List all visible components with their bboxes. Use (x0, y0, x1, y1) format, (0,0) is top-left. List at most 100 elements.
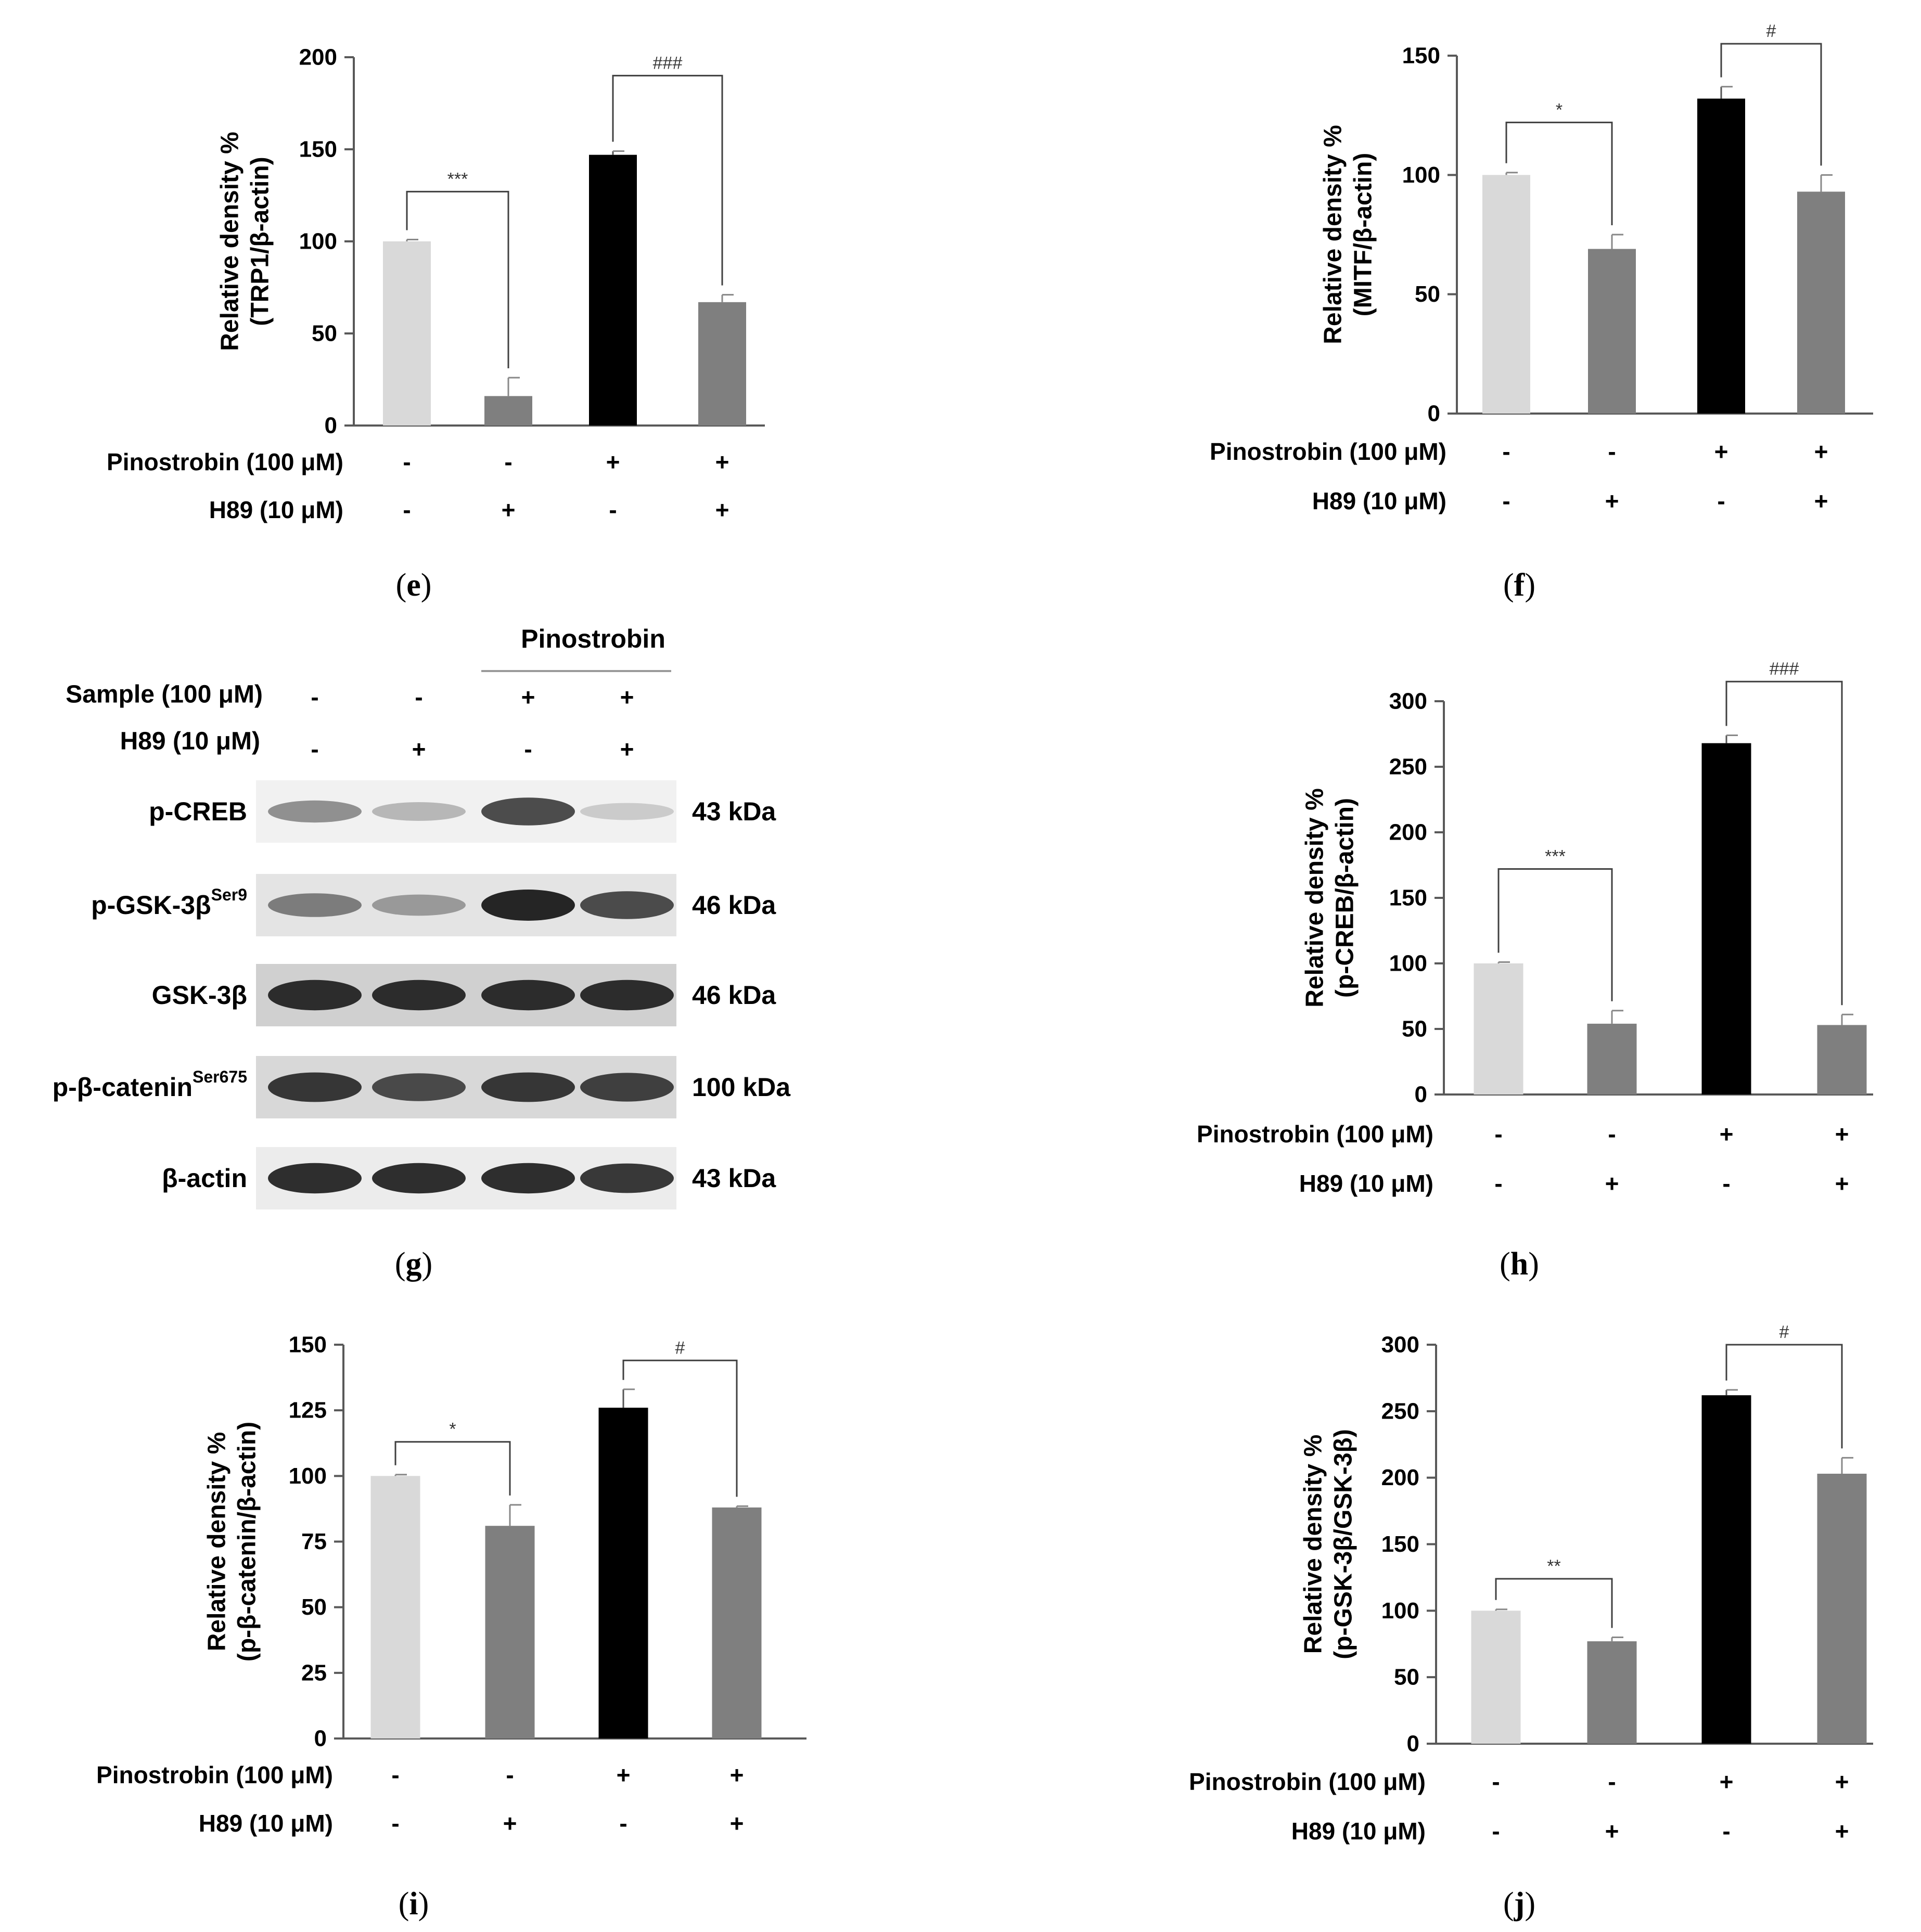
blot-band-lane-2 (372, 1073, 466, 1101)
significance-label-2: ### (653, 53, 683, 73)
significance-bracket-2 (1725, 680, 1843, 1006)
bar-2 (484, 396, 532, 426)
treatment-sign-h89-2: + (503, 1810, 517, 1837)
y-axis-title-line1: Relative density % (203, 1432, 231, 1652)
blot-row-label: β-actin (162, 1164, 247, 1193)
y-tick-label: 0 (325, 413, 337, 439)
blot-band-lane-3 (481, 980, 575, 1011)
blot-molecular-weight: 43 kDa (692, 797, 776, 826)
y-axis-title-line2: (TRP1/β-actin) (247, 157, 274, 326)
panel-caption-j: (j) (1503, 1886, 1535, 1922)
bar-1 (1471, 1611, 1521, 1744)
caption-open-paren: ( (399, 1886, 409, 1922)
treatment-sign-pinostrobin-4: + (715, 448, 729, 475)
caption-close-paren: ) (1525, 1886, 1535, 1922)
y-axis-title-line2: (p-CREB/β-actin) (1331, 798, 1359, 998)
blot-row-label: p-CREB (149, 797, 247, 826)
y-tick-label: 250 (1381, 1398, 1419, 1424)
treatment-sign-h89-1: - (1494, 1170, 1502, 1197)
chart-panel-f: 0 50 100 150 Relative density % (MITF/β-actin… (1210, 21, 1873, 603)
treatment-sign-h89-3: - (1717, 487, 1725, 514)
blot-band-lane-4 (580, 1073, 674, 1102)
y-axis-title-line2: (MITF/β-actin) (1350, 153, 1377, 317)
blot-band-lane-1 (268, 893, 362, 917)
bar-4 (712, 1507, 762, 1738)
blot-band-lane-1 (268, 980, 362, 1011)
y-tick-label: 125 (289, 1398, 327, 1423)
blot-band-lane-2 (372, 802, 466, 821)
y-tick-label: 25 (301, 1660, 327, 1685)
y-tick-label: 100 (1402, 162, 1440, 188)
significance-bracket-2 (1725, 1344, 1843, 1449)
blot-molecular-weight: 46 kDa (692, 891, 776, 920)
blot-row-2: p-GSK-3βSer9 46 kDa (91, 874, 776, 936)
caption-letter: i (409, 1886, 418, 1922)
y-tick-label: 100 (289, 1463, 327, 1489)
treatment-sign-pinostrobin-1: - (403, 448, 411, 475)
treatment-sign-h89-4: + (730, 1810, 744, 1837)
treatment-sign-h89-4: + (1814, 487, 1828, 514)
blot-band-lane-4 (580, 803, 674, 820)
y-tick-label: 200 (1381, 1465, 1419, 1490)
bar-3 (1697, 98, 1745, 414)
significance-label-2: # (1779, 1322, 1789, 1342)
blot-header-pinostrobin: Pinostrobin (521, 624, 665, 653)
treatment-sign-h89-3: - (609, 496, 617, 523)
blot-band-lane-3 (481, 890, 575, 921)
treatment-sign-pinostrobin-3: + (606, 448, 620, 475)
significance-bracket-1 (1505, 121, 1613, 225)
treatment-row-label-pinostrobin: Pinostrobin (100 μM) (1210, 438, 1446, 465)
caption-letter: e (406, 568, 421, 603)
caption-close-paren: ) (1528, 1246, 1539, 1282)
bar-2 (485, 1526, 535, 1738)
caption-letter: g (406, 1246, 422, 1282)
blot-band-lane-2 (372, 1163, 466, 1194)
blot-h89-sign-1: - (311, 736, 318, 763)
treatment-row-label-h89: H89 (10 μM) (1312, 487, 1446, 514)
treatment-sign-pinostrobin-2: - (1608, 1768, 1616, 1795)
blot-band-lane-3 (481, 797, 575, 826)
y-axis-title-line1: Relative density % (1320, 125, 1347, 344)
treatment-sign-h89-1: - (403, 496, 411, 523)
treatment-sign-h89-2: + (1605, 1818, 1619, 1845)
y-tick-label: 50 (1415, 281, 1440, 307)
caption-open-paren: ( (396, 568, 407, 603)
panel-caption-f: (f) (1503, 568, 1535, 603)
bar-2 (1587, 1023, 1637, 1094)
treatment-sign-pinostrobin-2: - (1608, 1120, 1616, 1148)
blot-band-lane-4 (580, 980, 674, 1011)
treatment-sign-pinostrobin-1: - (1494, 1120, 1502, 1148)
y-tick-label: 0 (314, 1726, 327, 1751)
y-axis-title-line2: (p-β-catenin/β-actin) (234, 1422, 261, 1661)
significance-label-1: *** (1545, 847, 1566, 867)
y-tick-label: 250 (1389, 754, 1427, 780)
bar-3 (1701, 1395, 1751, 1744)
treatment-sign-h89-3: - (619, 1810, 627, 1837)
blot-row-3: GSK-3β 46 kDa (152, 964, 776, 1026)
significance-label-1: * (449, 1420, 456, 1439)
chart-panel-e: 0 50 100 150 200 Relative density % (TRP1/β-ac… (107, 45, 765, 603)
caption-close-paren: ) (1525, 568, 1535, 603)
caption-open-paren: ( (1503, 1886, 1514, 1922)
chart-panel-h: 0 50 100 150 200 250 300 Relative density % (p-C… (1197, 659, 1873, 1282)
chart-panel-i: 0 25 50 75 100 125 150 Relative density % (p-β-c… (96, 1332, 806, 1922)
treatment-sign-pinostrobin-3: + (617, 1761, 631, 1788)
treatment-row-label-pinostrobin: Pinostrobin (100 μM) (1197, 1120, 1433, 1148)
blot-row-label: p-GSK-3βSer9 (91, 885, 247, 920)
blot-sample-sign-2: - (415, 684, 422, 711)
blot-band-lane-1 (268, 1072, 362, 1102)
treatment-sign-h89-3: - (1722, 1818, 1730, 1845)
significance-bracket-1 (1495, 1578, 1613, 1628)
y-axis-title-line1: Relative density % (1301, 788, 1329, 1008)
y-tick-label: 150 (1402, 43, 1440, 69)
blot-sample-sign-4: + (620, 684, 634, 711)
caption-open-paren: ( (1503, 568, 1514, 603)
blot-molecular-weight: 46 kDa (692, 981, 776, 1010)
treatment-sign-pinostrobin-2: - (506, 1761, 514, 1788)
caption-close-paren: ) (418, 1886, 429, 1922)
bar-4 (1797, 191, 1845, 414)
significance-label-2: ### (1770, 659, 1799, 679)
significance-label-1: *** (447, 169, 468, 189)
treatment-row-label-h89: H89 (10 μM) (1299, 1170, 1433, 1197)
treatment-sign-pinostrobin-4: + (1814, 438, 1828, 465)
